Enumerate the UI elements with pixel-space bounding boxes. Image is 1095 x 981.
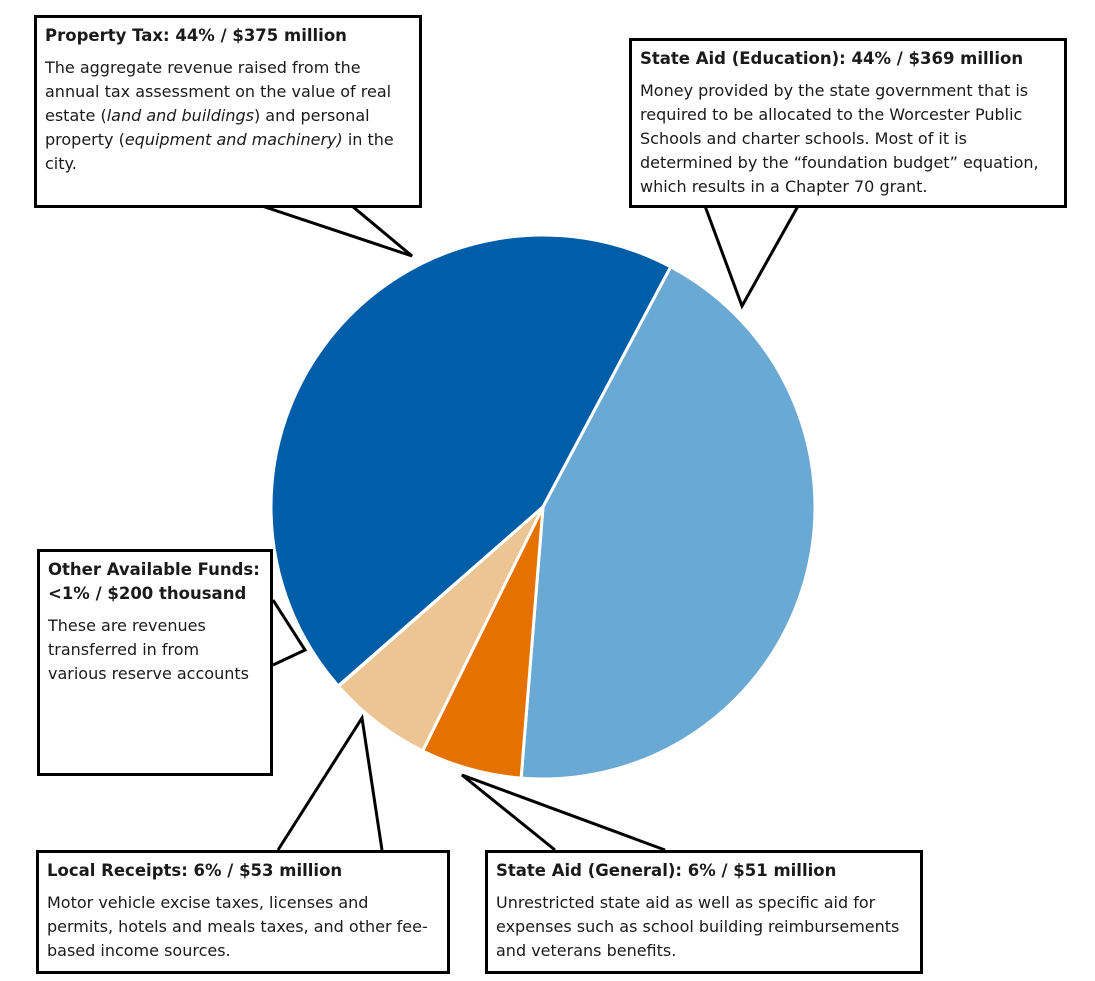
callout-title: State Aid (Education): 44% / $369 millio… xyxy=(640,49,1024,68)
pointer-local-receipts xyxy=(276,713,384,851)
callout-pointers xyxy=(261,204,800,852)
callout-state-aid-general: State Aid (General): 6% / $51 million Un… xyxy=(485,850,923,974)
pie-slice-state-aid-education xyxy=(519,265,817,781)
pointer-other-funds xyxy=(271,599,308,667)
callout-body: Motor vehicle excise taxes, licenses and… xyxy=(47,893,428,960)
callout-body: Unrestricted state aid as well as specif… xyxy=(496,893,900,960)
callout-other-funds: Other Available Funds: <1% / $200 thousa… xyxy=(37,549,273,776)
callout-body: The aggregate revenue raised from the an… xyxy=(45,58,394,173)
pointer-property-tax xyxy=(261,204,413,258)
pie-slice-property-tax xyxy=(269,233,673,688)
callout-local-receipts: Local Receipts: 6% / $53 million Motor v… xyxy=(36,850,450,974)
callout-body: Money provided by the state government t… xyxy=(640,81,1039,196)
pointer-state-aid-education xyxy=(703,205,800,310)
callout-title: State Aid (General): 6% / $51 million xyxy=(496,861,837,880)
pointer-state-aid-general xyxy=(461,773,666,852)
callout-property-tax: Property Tax: 44% / $375 million The agg… xyxy=(34,15,422,208)
pie-slice-other-available-funds xyxy=(336,505,545,688)
pie-slices xyxy=(269,233,817,781)
callout-title: Local Receipts: 6% / $53 million xyxy=(47,861,343,880)
callout-state-aid-education: State Aid (Education): 44% / $369 millio… xyxy=(629,38,1067,208)
callout-title: Other Available Funds: <1% / $200 thousa… xyxy=(48,560,260,603)
callout-title: Property Tax: 44% / $375 million xyxy=(45,26,347,45)
callout-body: These are revenues transferred in from v… xyxy=(48,616,249,683)
